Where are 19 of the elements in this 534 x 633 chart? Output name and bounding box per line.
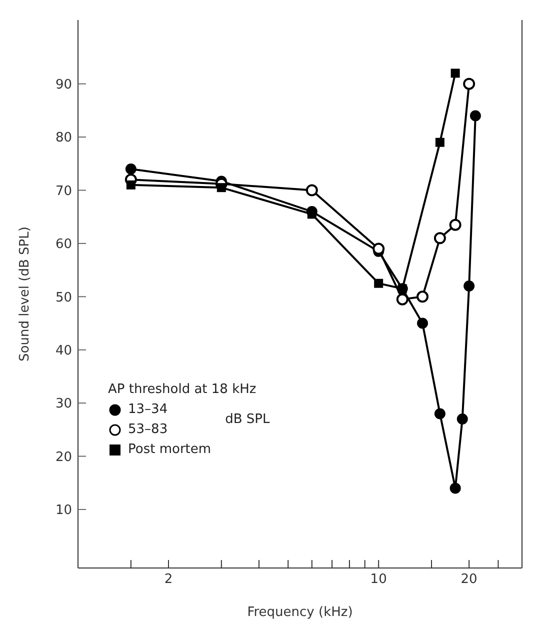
y-tick-label: 70 [55,184,72,199]
y-tick-label: 90 [55,77,72,92]
legend-label: 13–34 [128,401,168,419]
x-axis-title: Frequency (kHz) [247,605,353,620]
y-axis-title: Sound level (dB SPL) [18,226,33,362]
x-tick-label: 20 [460,572,478,588]
y-tick-label: 40 [55,343,72,358]
y-tick-label: 20 [55,450,72,465]
x-tick-label: 2 [164,572,173,588]
y-tick-label: 50 [55,290,72,306]
x-tick-label: 10 [370,572,387,588]
y-tick-label: 80 [55,130,72,146]
legend-label: Post mortem [128,441,212,459]
y-tick-label: 10 [55,503,72,518]
legend-label: 53–83 [128,421,168,439]
annotation: dB SPL [225,411,270,429]
y-tick-label: 60 [55,237,72,252]
y-tick-label: 30 [55,396,72,412]
legend-title: AP threshold at 18 kHz [108,381,258,399]
